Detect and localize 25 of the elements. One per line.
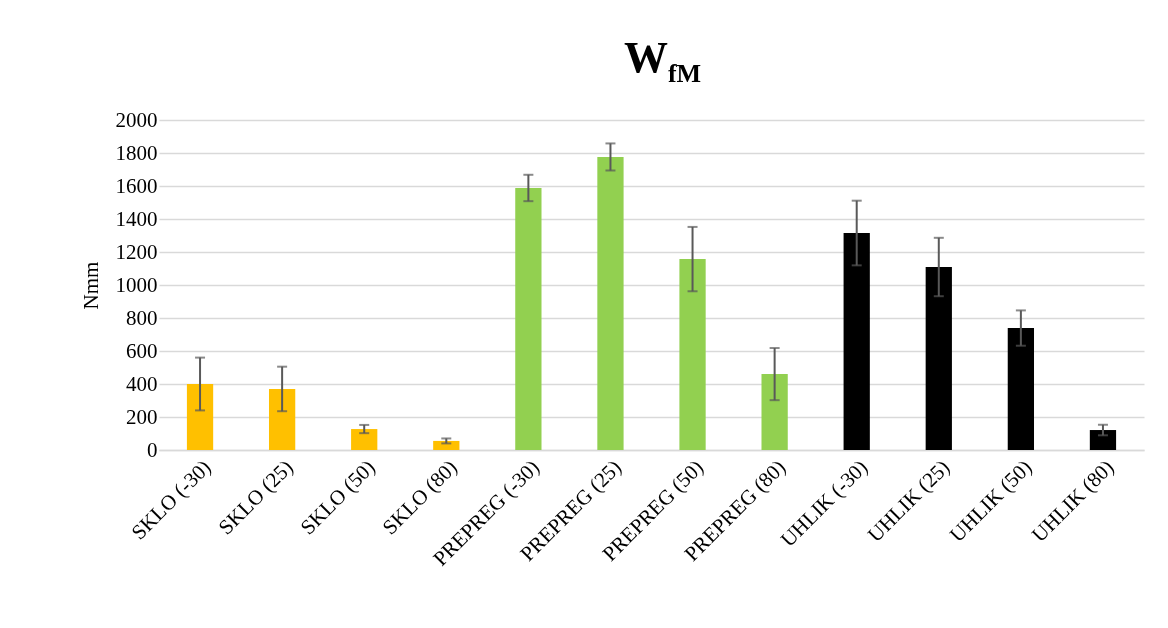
bar xyxy=(843,233,870,450)
y-tick-label: 2000 xyxy=(115,107,158,132)
bar xyxy=(186,384,214,450)
bar xyxy=(1007,328,1035,450)
bar xyxy=(433,440,460,450)
bar xyxy=(268,388,296,450)
bar xyxy=(515,187,542,450)
chart-title: W$_{fM}$ xyxy=(622,32,703,90)
y-axis-title: Nmm xyxy=(78,261,103,310)
y-tick-label: 1000 xyxy=(115,272,158,297)
y-tick-label: 1600 xyxy=(115,173,158,198)
bar xyxy=(925,267,952,450)
y-tick-label: 1400 xyxy=(115,206,158,231)
y-tick-label: 1200 xyxy=(115,239,158,264)
y-tick-label: 800 xyxy=(126,305,158,330)
bar xyxy=(1089,430,1117,450)
y-tick-label: 0 xyxy=(147,437,158,462)
y-tick-label: 600 xyxy=(126,338,158,363)
bar xyxy=(351,429,378,450)
y-tick-label: 200 xyxy=(126,404,158,429)
bar xyxy=(679,259,706,450)
bar xyxy=(761,374,788,450)
y-tick-label: 1800 xyxy=(115,140,158,165)
y-tick-label: 400 xyxy=(126,371,158,396)
bar xyxy=(597,156,624,450)
